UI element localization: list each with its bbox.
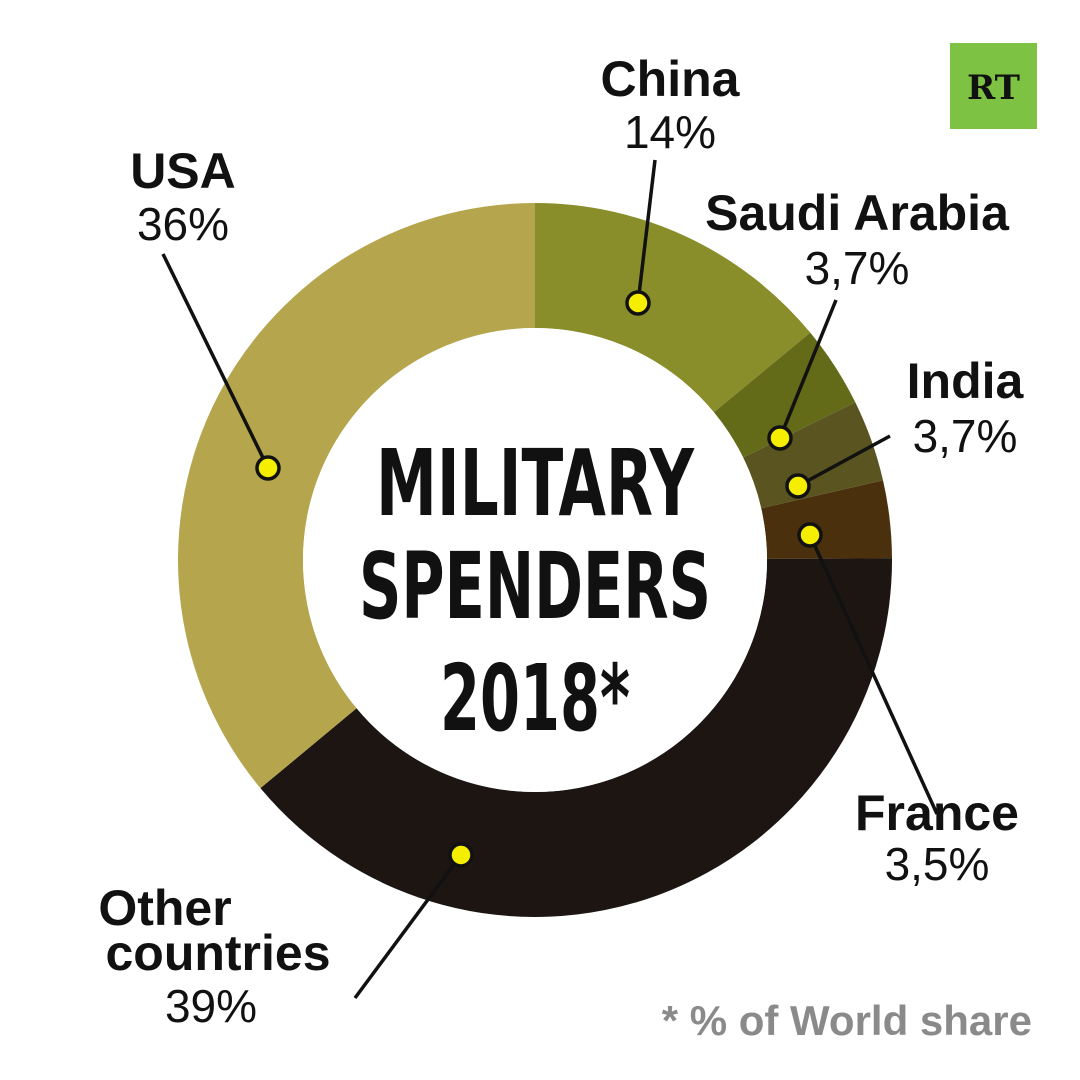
leader-lines — [161, 159, 939, 1000]
title-line-1: MILITARY — [376, 430, 695, 537]
slice-label-france: France — [855, 785, 1019, 841]
title-line-2: SPENDERS — [359, 533, 711, 640]
slice-value-usa: 36% — [137, 198, 229, 250]
chart-title: MILITARY SPENDERS 2018* — [359, 430, 711, 752]
footnote: * % of World share — [662, 997, 1032, 1044]
marker-dot-france — [797, 522, 823, 548]
donut-slice-india — [743, 402, 884, 509]
leader-line-india — [797, 434, 891, 488]
leader-line-china — [636, 159, 657, 304]
donut-slice-saudi-arabia — [713, 332, 856, 458]
donut-slice-france — [761, 480, 892, 559]
marker-dot-china — [625, 290, 651, 316]
donut-slice-other-countries — [260, 558, 892, 917]
leader-line-usa — [161, 253, 270, 469]
marker-dot-usa — [255, 455, 281, 481]
marker-dot-saudi-arabia — [767, 425, 793, 451]
marker-dot-india — [785, 473, 811, 499]
title-line-3: 2018* — [440, 645, 630, 752]
marker-dot-other — [448, 842, 474, 868]
donut-slice-usa — [178, 203, 535, 789]
donut-slices — [178, 203, 892, 917]
slice-label-other-line-2: countries — [105, 925, 330, 981]
logo-background — [950, 43, 1037, 129]
slice-value-india: 3,7% — [913, 410, 1018, 462]
slice-value-france: 3,5% — [885, 838, 990, 890]
marker-dots — [255, 290, 823, 868]
slice-value-china: 14% — [624, 106, 716, 158]
slice-label-saudi-arabia: Saudi Arabia — [705, 185, 1010, 241]
slice-label-china: China — [601, 51, 741, 107]
logo-text: RT — [967, 68, 1020, 108]
leader-line-saudi-arabia — [778, 299, 838, 439]
donut-hole — [303, 328, 767, 792]
rt-logo: RT — [950, 43, 1037, 129]
slice-label-other-line-1: Other — [98, 880, 231, 936]
leader-line-france — [808, 534, 939, 815]
slice-value-saudi-arabia: 3,7% — [805, 242, 910, 294]
leader-line-other — [353, 853, 463, 1000]
slice-value-other: 39% — [165, 980, 257, 1032]
donut-slice-china — [535, 203, 811, 413]
slice-label-usa: USA — [130, 143, 236, 199]
slice-label-india: India — [907, 353, 1025, 409]
